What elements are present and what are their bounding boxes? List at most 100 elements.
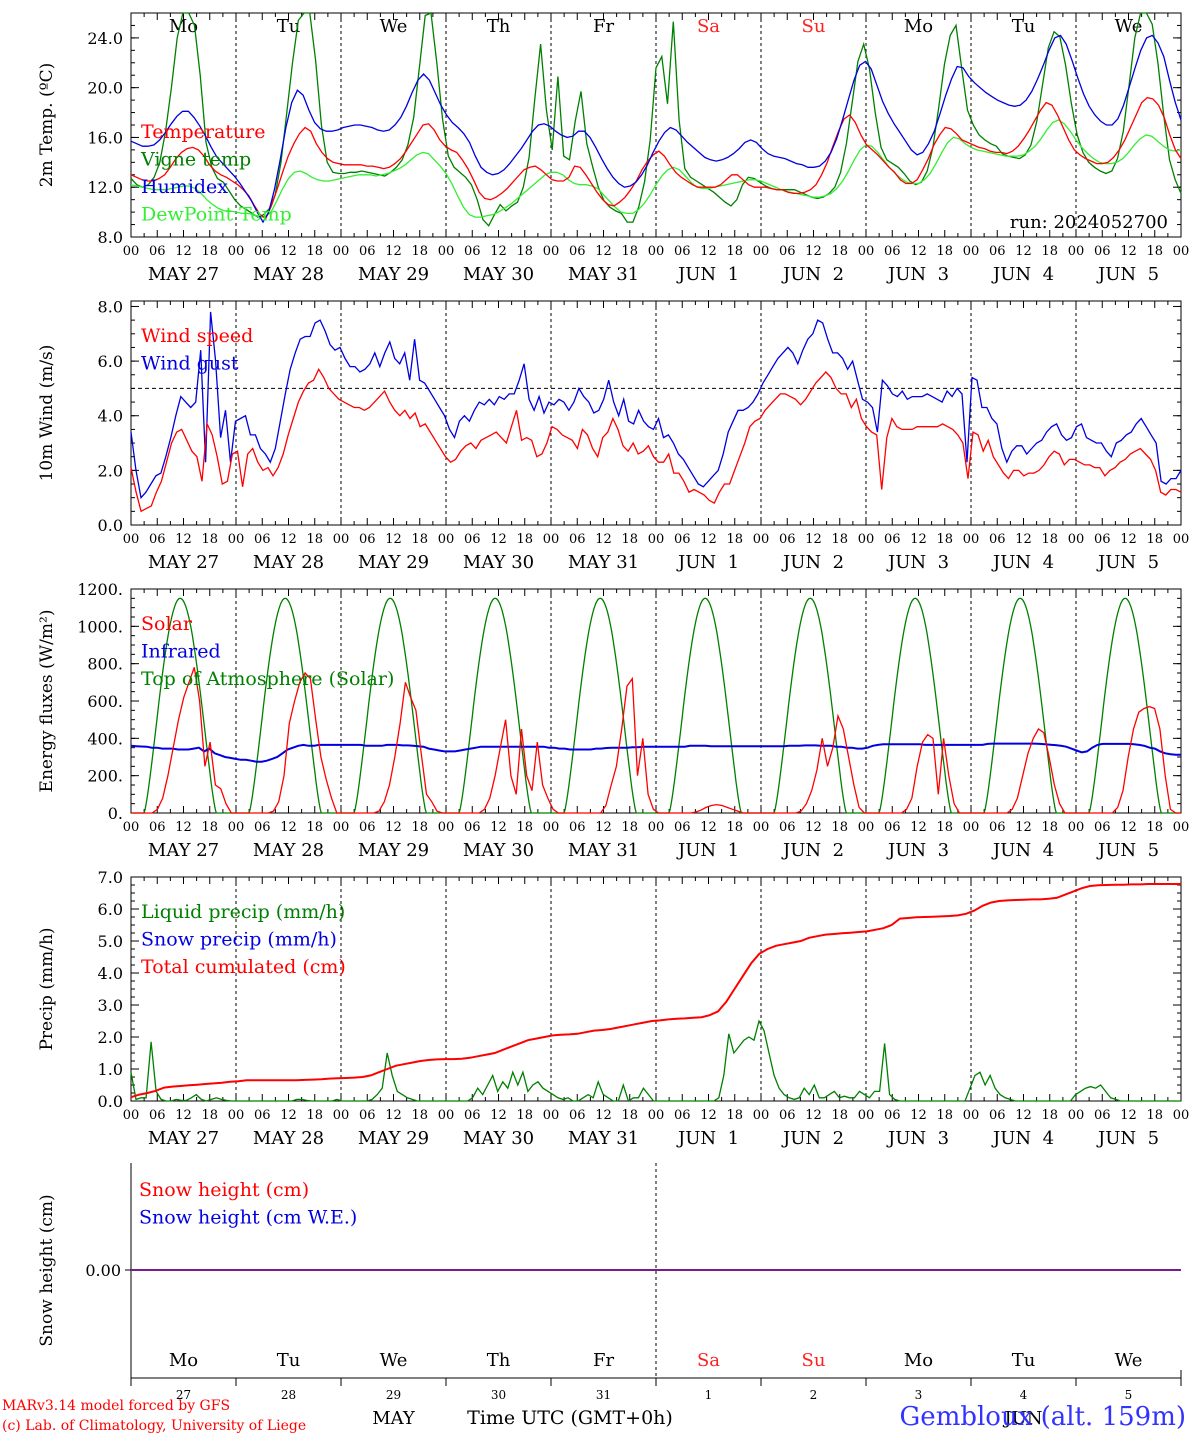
hour-tick-label: 18 bbox=[831, 244, 848, 259]
hour-tick-label: 18 bbox=[201, 820, 218, 835]
hour-tick-label: 06 bbox=[1094, 820, 1111, 835]
y-tick-label: 1000. bbox=[77, 617, 123, 636]
y-tick-label: 2.0 bbox=[98, 461, 123, 480]
hour-tick-label: 18 bbox=[726, 244, 743, 259]
hour-tick-label: 06 bbox=[989, 532, 1006, 547]
y-tick-label: 16.0 bbox=[87, 128, 123, 147]
hour-tick-label: 12 bbox=[700, 532, 717, 547]
date-label: JUN 3 bbox=[886, 840, 949, 861]
panel-5: 0.00 Snow height (cm) Snow height (cm) Snow… bbox=[37, 1163, 1182, 1429]
series-toa-solar bbox=[131, 597, 1181, 814]
date-label: JUN 4 bbox=[991, 264, 1054, 285]
hour-tick-label: 12 bbox=[595, 244, 612, 259]
hour-tick-label: 12 bbox=[280, 820, 297, 835]
hour-tick-label: 12 bbox=[1120, 1108, 1137, 1123]
y-axis-label: 10m Wind (m/s) bbox=[37, 345, 57, 482]
date-label: JUN 4 bbox=[991, 1128, 1054, 1149]
weekday-label: We bbox=[380, 16, 408, 37]
y-tick-label: 0.0 bbox=[98, 1092, 123, 1111]
hour-tick-label: 12 bbox=[280, 1108, 297, 1123]
weekday-label: Tu bbox=[277, 1350, 301, 1371]
hour-tick-label: 18 bbox=[1041, 532, 1058, 547]
hour-tick-label: 00 bbox=[963, 244, 980, 259]
legend-snow-precip-mm-h: Snow precip (mm/h) bbox=[141, 929, 337, 951]
hour-tick-label: 00 bbox=[543, 820, 560, 835]
y-tick-label: 1.0 bbox=[98, 1060, 123, 1079]
hour-tick-label: 12 bbox=[280, 244, 297, 259]
legend-solar: Solar bbox=[141, 613, 193, 635]
y-tick-label: 0. bbox=[108, 804, 123, 823]
hour-tick-label: 12 bbox=[595, 532, 612, 547]
hour-tick-label: 00 bbox=[438, 532, 455, 547]
weekday-label: Sa bbox=[697, 1350, 720, 1371]
date-label: JUN 4 bbox=[991, 552, 1054, 573]
y-tick-label: 400. bbox=[87, 729, 123, 748]
hour-tick-label: 00 bbox=[1173, 1108, 1190, 1123]
hour-tick-label: 00 bbox=[648, 1108, 665, 1123]
date-label: MAY 28 bbox=[253, 840, 324, 861]
hour-tick-label: 00 bbox=[648, 820, 665, 835]
hour-tick-label: 06 bbox=[254, 1108, 271, 1123]
y-tick-label: 600. bbox=[87, 692, 123, 711]
day-number-label: 31 bbox=[596, 1388, 611, 1402]
hour-tick-label: 12 bbox=[805, 244, 822, 259]
hour-tick-label: 06 bbox=[149, 532, 166, 547]
date-label: MAY 30 bbox=[463, 840, 534, 861]
hour-tick-label: 00 bbox=[1068, 820, 1085, 835]
hour-tick-label: 06 bbox=[359, 532, 376, 547]
date-label: JUN 5 bbox=[1096, 552, 1159, 573]
hour-tick-label: 06 bbox=[884, 1108, 901, 1123]
hour-tick-label: 06 bbox=[359, 1108, 376, 1123]
hour-tick-label: 18 bbox=[726, 820, 743, 835]
legend-liquid-precip-mm-h: Liquid precip (mm/h) bbox=[141, 901, 345, 923]
hour-tick-label: 00 bbox=[333, 244, 350, 259]
hour-tick-label: 06 bbox=[569, 820, 586, 835]
hour-tick-label: 00 bbox=[438, 244, 455, 259]
hour-tick-label: 06 bbox=[569, 532, 586, 547]
hour-tick-label: 18 bbox=[1041, 244, 1058, 259]
hour-tick-label: 06 bbox=[464, 244, 481, 259]
y-tick-label: 200. bbox=[87, 767, 123, 786]
weekday-label: Mo bbox=[169, 16, 198, 37]
y-axis-label: Energy fluxes (W/m²) bbox=[37, 610, 57, 793]
hour-tick-label: 12 bbox=[1015, 244, 1032, 259]
hour-tick-label: 12 bbox=[910, 820, 927, 835]
hour-tick-label: 18 bbox=[1146, 820, 1163, 835]
day-number-label: 4 bbox=[1020, 1388, 1028, 1402]
y-axis-label: Snow height (cm) bbox=[37, 1194, 57, 1346]
date-label: MAY 31 bbox=[568, 1128, 639, 1149]
hour-tick-label: 06 bbox=[779, 1108, 796, 1123]
hour-tick-label: 00 bbox=[333, 1108, 350, 1123]
hour-tick-label: 18 bbox=[831, 820, 848, 835]
panel-3: 00 06 12 18 MAY 27 00 06 12 18 MAY 28 00 06 12 18 MAY … bbox=[37, 580, 1189, 861]
hour-tick-label: 06 bbox=[464, 1108, 481, 1123]
hour-tick-label: 18 bbox=[306, 1108, 323, 1123]
date-label: JUN 5 bbox=[1096, 264, 1159, 285]
hour-tick-label: 12 bbox=[1015, 1108, 1032, 1123]
weekday-label: Mo bbox=[904, 16, 933, 37]
hour-tick-label: 00 bbox=[1173, 532, 1190, 547]
y-axis-label: 2m Temp. (ºC) bbox=[37, 63, 57, 188]
series-2 bbox=[130, 34, 1182, 224]
date-label: MAY 27 bbox=[148, 264, 219, 285]
date-label: MAY 30 bbox=[463, 552, 534, 573]
date-label: JUN 2 bbox=[781, 264, 844, 285]
hour-tick-label: 00 bbox=[753, 532, 770, 547]
hour-tick-label: 18 bbox=[621, 244, 638, 259]
y-tick-label: 12.0 bbox=[87, 178, 123, 197]
month-label: MAY bbox=[372, 1408, 416, 1429]
hour-tick-label: 06 bbox=[464, 820, 481, 835]
hour-tick-label: 18 bbox=[306, 820, 323, 835]
weekday-label: We bbox=[1115, 16, 1143, 37]
date-label: JUN 5 bbox=[1096, 1128, 1159, 1149]
legend-humidex: Humidex bbox=[141, 176, 228, 198]
date-label: JUN 2 bbox=[781, 1128, 844, 1149]
panel-2: 00 06 12 18 MAY 27 00 06 12 18 MAY 28 00 06 12 18 MAY … bbox=[37, 297, 1189, 573]
hour-tick-label: 00 bbox=[753, 820, 770, 835]
hour-tick-label: 18 bbox=[1041, 1108, 1058, 1123]
legend-infrared: Infrared bbox=[141, 641, 221, 663]
hour-tick-label: 12 bbox=[1120, 244, 1137, 259]
hour-tick-label: 12 bbox=[385, 244, 402, 259]
date-label: MAY 29 bbox=[358, 1128, 429, 1149]
station-label: Gembloux (alt. 159m) bbox=[899, 1402, 1186, 1432]
